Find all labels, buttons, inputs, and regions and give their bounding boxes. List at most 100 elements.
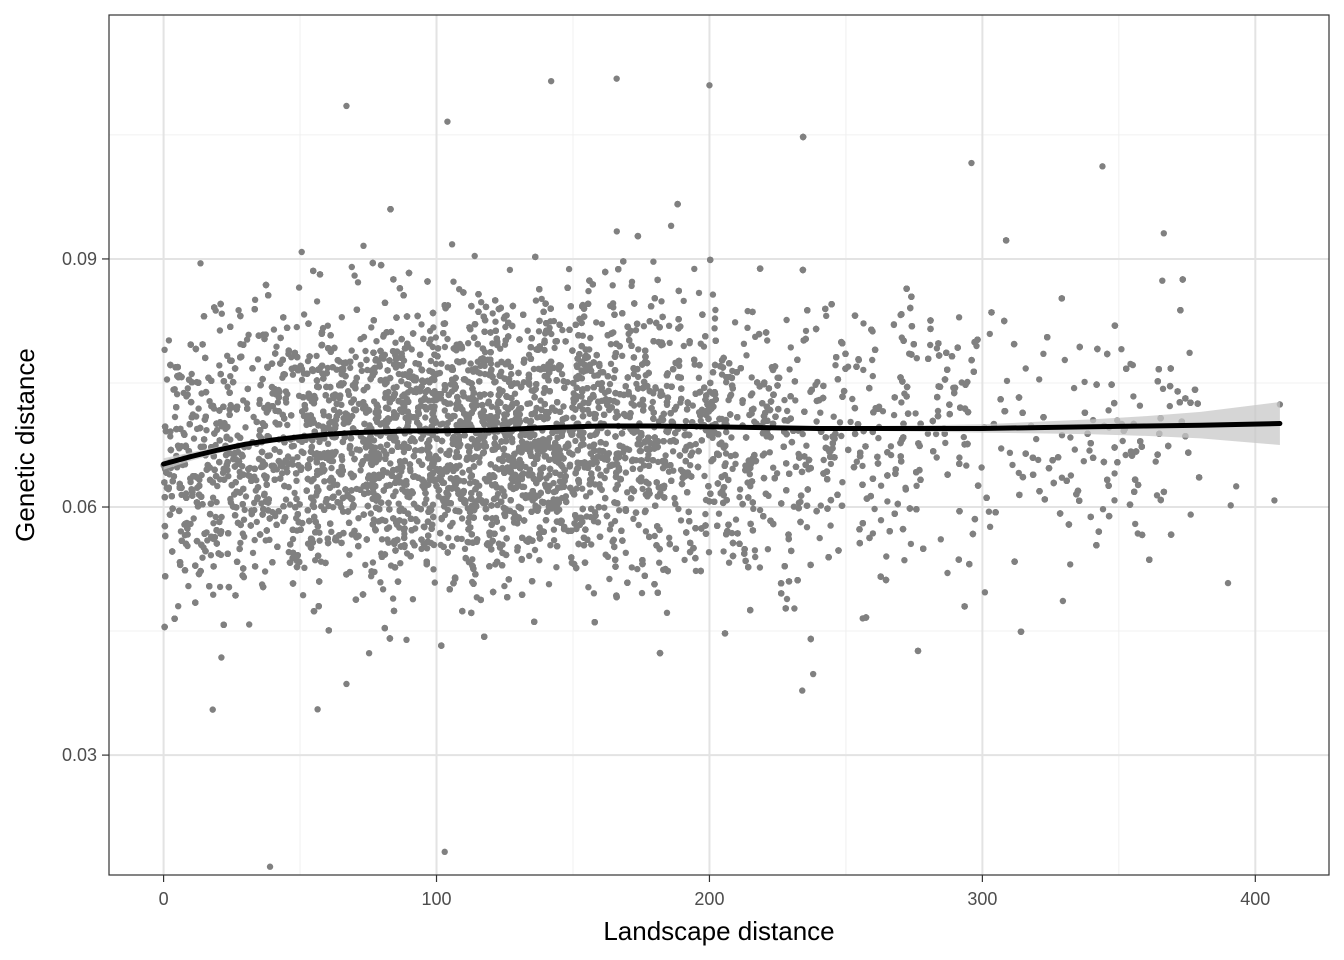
data-point bbox=[571, 520, 578, 527]
data-point bbox=[1159, 277, 1166, 284]
data-point bbox=[467, 360, 474, 367]
data-point bbox=[663, 609, 671, 616]
data-point bbox=[756, 506, 764, 514]
data-point bbox=[227, 401, 234, 409]
data-point bbox=[607, 360, 615, 367]
data-point bbox=[282, 496, 290, 503]
data-point bbox=[869, 530, 877, 537]
data-point bbox=[1186, 349, 1193, 356]
data-point bbox=[1153, 492, 1161, 499]
data-point bbox=[609, 300, 617, 307]
data-point bbox=[218, 513, 225, 521]
data-point bbox=[812, 381, 819, 389]
data-point bbox=[1130, 393, 1137, 400]
data-point bbox=[700, 343, 708, 350]
data-point bbox=[253, 518, 260, 526]
data-point bbox=[1132, 520, 1139, 528]
data-point bbox=[1003, 377, 1011, 385]
data-point bbox=[692, 567, 700, 575]
data-point bbox=[1111, 470, 1118, 477]
data-point bbox=[289, 371, 297, 378]
data-point bbox=[883, 553, 890, 560]
data-point bbox=[550, 526, 558, 533]
data-point bbox=[514, 520, 521, 527]
data-point bbox=[642, 528, 650, 535]
data-point bbox=[871, 505, 878, 513]
data-point bbox=[803, 442, 810, 449]
data-point bbox=[813, 418, 820, 425]
data-point bbox=[652, 385, 659, 392]
data-point bbox=[338, 314, 345, 321]
data-point bbox=[553, 564, 560, 571]
data-point bbox=[537, 397, 544, 404]
data-point bbox=[216, 583, 224, 591]
data-point bbox=[465, 340, 472, 347]
data-point bbox=[560, 377, 567, 385]
data-point bbox=[272, 512, 279, 520]
data-point bbox=[293, 323, 300, 331]
data-point bbox=[347, 364, 354, 372]
data-point bbox=[1099, 506, 1107, 513]
data-point bbox=[701, 472, 708, 480]
data-point bbox=[640, 462, 648, 469]
data-point bbox=[628, 400, 635, 407]
data-point bbox=[550, 537, 558, 544]
data-point bbox=[934, 407, 942, 415]
data-point bbox=[351, 272, 358, 279]
data-point bbox=[376, 363, 383, 370]
data-point bbox=[210, 520, 217, 527]
data-point bbox=[587, 513, 594, 521]
data-point bbox=[695, 289, 703, 297]
data-point bbox=[687, 462, 694, 469]
data-point bbox=[324, 440, 332, 447]
data-point bbox=[435, 493, 442, 500]
data-point bbox=[799, 430, 806, 438]
data-point bbox=[1119, 437, 1126, 445]
data-point bbox=[444, 419, 451, 427]
data-point bbox=[912, 410, 919, 417]
data-point bbox=[720, 548, 727, 555]
data-point bbox=[722, 450, 730, 457]
data-point bbox=[289, 535, 297, 543]
data-point bbox=[491, 434, 499, 441]
data-point bbox=[246, 621, 253, 628]
data-point bbox=[578, 441, 585, 448]
data-point bbox=[823, 312, 830, 320]
data-point bbox=[622, 469, 630, 476]
data-point bbox=[603, 467, 610, 474]
data-point bbox=[251, 499, 258, 506]
data-point bbox=[956, 454, 963, 461]
data-point bbox=[853, 458, 860, 465]
data-point bbox=[890, 321, 898, 328]
data-point bbox=[1067, 472, 1075, 479]
data-point bbox=[190, 435, 198, 442]
data-point bbox=[640, 323, 648, 330]
data-point bbox=[560, 403, 567, 410]
data-point bbox=[1067, 434, 1074, 441]
data-point bbox=[286, 501, 294, 508]
data-point bbox=[256, 396, 263, 404]
data-point bbox=[1006, 449, 1014, 456]
data-point bbox=[711, 325, 718, 332]
data-point bbox=[602, 551, 609, 558]
data-point bbox=[839, 479, 846, 486]
data-point bbox=[501, 582, 508, 590]
data-point bbox=[875, 434, 882, 442]
data-point bbox=[565, 265, 573, 273]
data-point bbox=[298, 248, 305, 256]
data-point bbox=[816, 534, 823, 542]
data-point bbox=[243, 336, 251, 343]
data-point bbox=[647, 439, 654, 447]
data-point bbox=[171, 386, 178, 393]
data-point bbox=[551, 344, 558, 352]
data-point bbox=[384, 536, 391, 543]
data-point bbox=[606, 526, 614, 533]
data-point bbox=[325, 397, 333, 404]
data-point bbox=[784, 407, 791, 415]
data-point bbox=[998, 445, 1005, 452]
data-point bbox=[585, 584, 592, 591]
data-point bbox=[1111, 497, 1118, 504]
data-point bbox=[907, 540, 915, 548]
data-point bbox=[524, 327, 531, 334]
data-point bbox=[1105, 407, 1112, 414]
